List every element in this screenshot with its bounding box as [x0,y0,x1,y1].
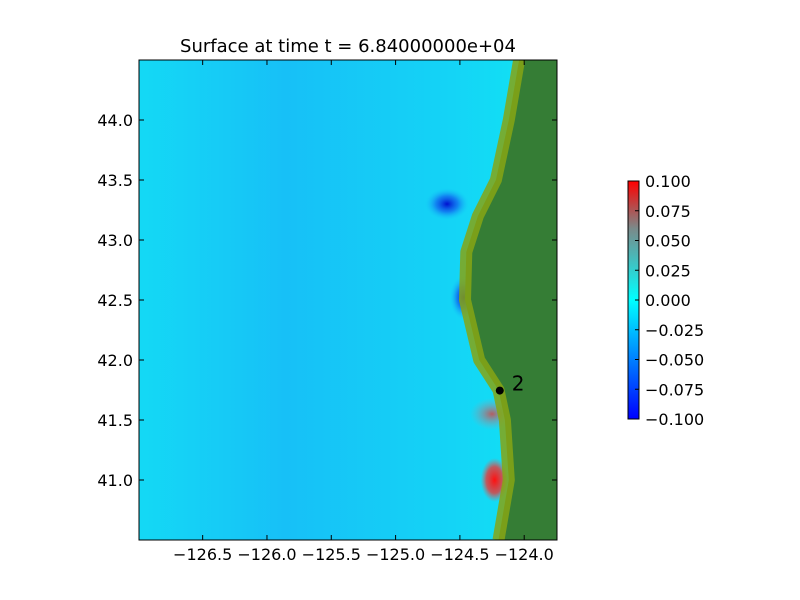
y-axis: 41.0 41.5 42.0 42.5 43.0 43.5 44.0 [97,111,557,490]
colorbar: 0.100 0.075 0.050 0.025 0.000 −0.025 −0.050 −0.… [627,172,704,429]
negative-anomaly [425,188,470,220]
land-mass [465,60,557,540]
x-tick-label: −125.5 [302,545,361,564]
y-tick-label: 42.0 [97,351,133,370]
colorbar-tick-label: 0.100 [645,172,691,191]
y-tick-label: 42.5 [97,291,133,310]
colorbar-tick-label: 0.075 [645,202,691,221]
colorbar-tick-label: −0.025 [645,321,704,340]
y-tick-label: 43.5 [97,171,133,190]
x-tick-label: −124.0 [495,545,554,564]
gauge-marker [495,386,504,395]
x-tick-label: −126.0 [237,545,296,564]
y-tick-label: 43.0 [97,231,133,250]
x-tick-label: −124.5 [430,545,489,564]
x-tick-label: −126.5 [173,545,232,564]
colorbar-tick-label: 0.000 [645,291,691,310]
gauge-layer [495,386,504,395]
colorbar-ticks: 0.100 0.075 0.050 0.025 0.000 −0.025 −0.050 −0.… [635,172,704,429]
colorbar-tick-label: −0.050 [645,351,704,370]
colorbar-tick-label: −0.100 [645,410,704,429]
plot-area [139,60,557,540]
x-axis: −126.5 −126.0 −125.5 −125.0 −124.5 −124.0 [173,60,554,564]
x-tick-label: −125.0 [366,545,425,564]
coastal-land-fringe [459,60,526,540]
colorbar-tick-label: −0.075 [645,380,704,399]
colorbar-tick-label: 0.025 [645,261,691,280]
y-tick-label: 44.0 [97,111,133,130]
gauge-label: 2 [512,372,525,396]
y-tick-label: 41.5 [97,411,133,430]
y-tick-label: 41.0 [97,471,133,490]
colorbar-tick-label: 0.050 [645,232,691,251]
chart-title: Surface at time t = 6.84000000e+04 [180,36,516,57]
